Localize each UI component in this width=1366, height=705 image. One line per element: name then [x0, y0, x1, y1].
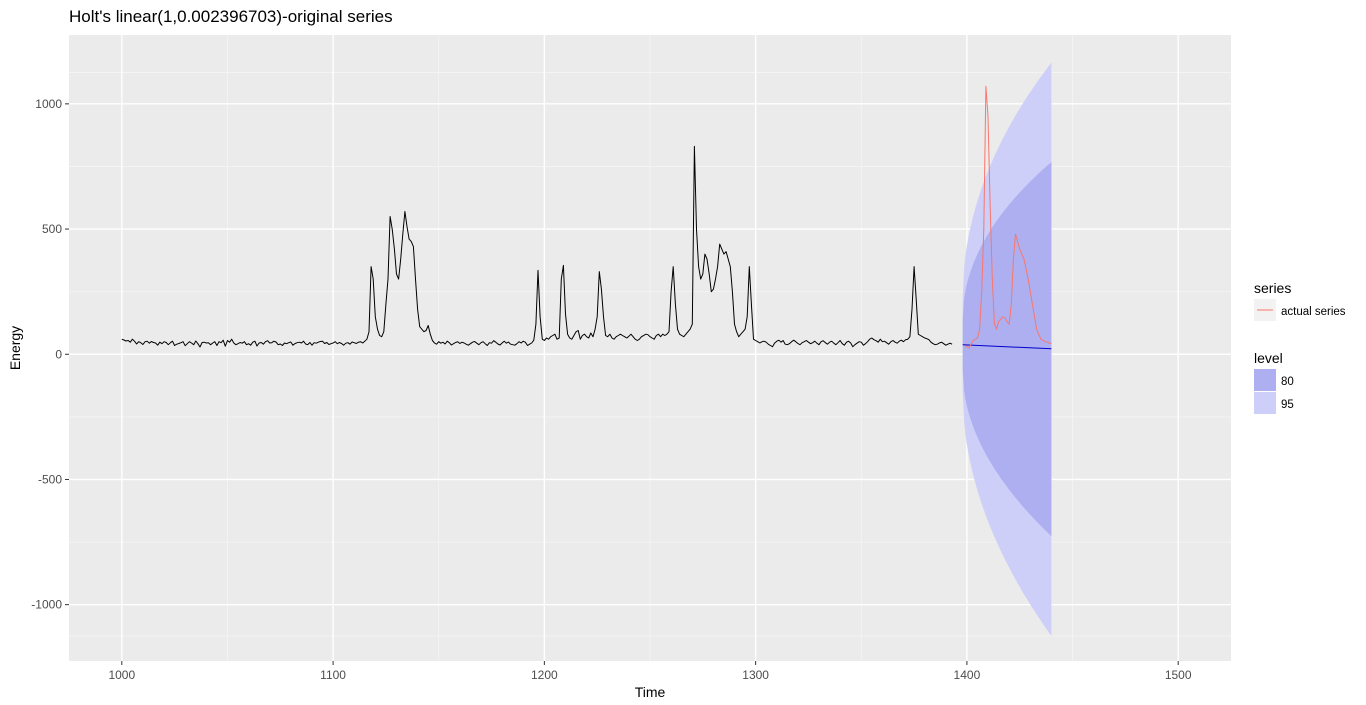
- x-axis: 1000 1100 1200 1300 1400 1500: [108, 661, 1192, 682]
- x-tick-label: 1400: [954, 668, 981, 682]
- y-tick-label: 1000: [35, 97, 62, 111]
- x-tick-label: 1000: [108, 668, 135, 682]
- forecast-bands: [962, 62, 1052, 636]
- legend-label-level-80: 80: [1281, 376, 1294, 388]
- y-tick-label: -1000: [31, 598, 62, 612]
- y-tick-label: 500: [42, 222, 62, 236]
- y-axis-title: Energy: [7, 326, 23, 370]
- y-tick-label: 0: [55, 347, 62, 361]
- chart-title: Holt's linear(1,0.002396703)-original se…: [69, 7, 393, 26]
- series-lines: [121, 85, 1052, 350]
- point-forecast-line: [962, 344, 1052, 350]
- legend-key-level-95: [1254, 392, 1276, 414]
- legend-series-title: series: [1254, 280, 1291, 296]
- legend: series actual series level 80 95: [1254, 280, 1346, 414]
- legend-key-level-80: [1254, 369, 1276, 391]
- x-tick-label: 1300: [742, 668, 769, 682]
- legend-label-level-95: 95: [1281, 399, 1294, 411]
- x-tick-label: 1500: [1165, 668, 1192, 682]
- forecast-band-80: [962, 162, 1052, 537]
- y-axis: -1000 -500 0 500 1000: [31, 97, 69, 612]
- y-tick-label: -500: [38, 472, 62, 486]
- legend-label-actual-series: actual series: [1281, 306, 1346, 318]
- actual-series-line: [964, 85, 1052, 349]
- original-series-line: [121, 145, 953, 348]
- legend-level-title: level: [1254, 350, 1283, 366]
- x-tick-label: 1200: [531, 668, 558, 682]
- x-axis-title: Time: [635, 684, 666, 700]
- x-tick-label: 1100: [320, 668, 346, 682]
